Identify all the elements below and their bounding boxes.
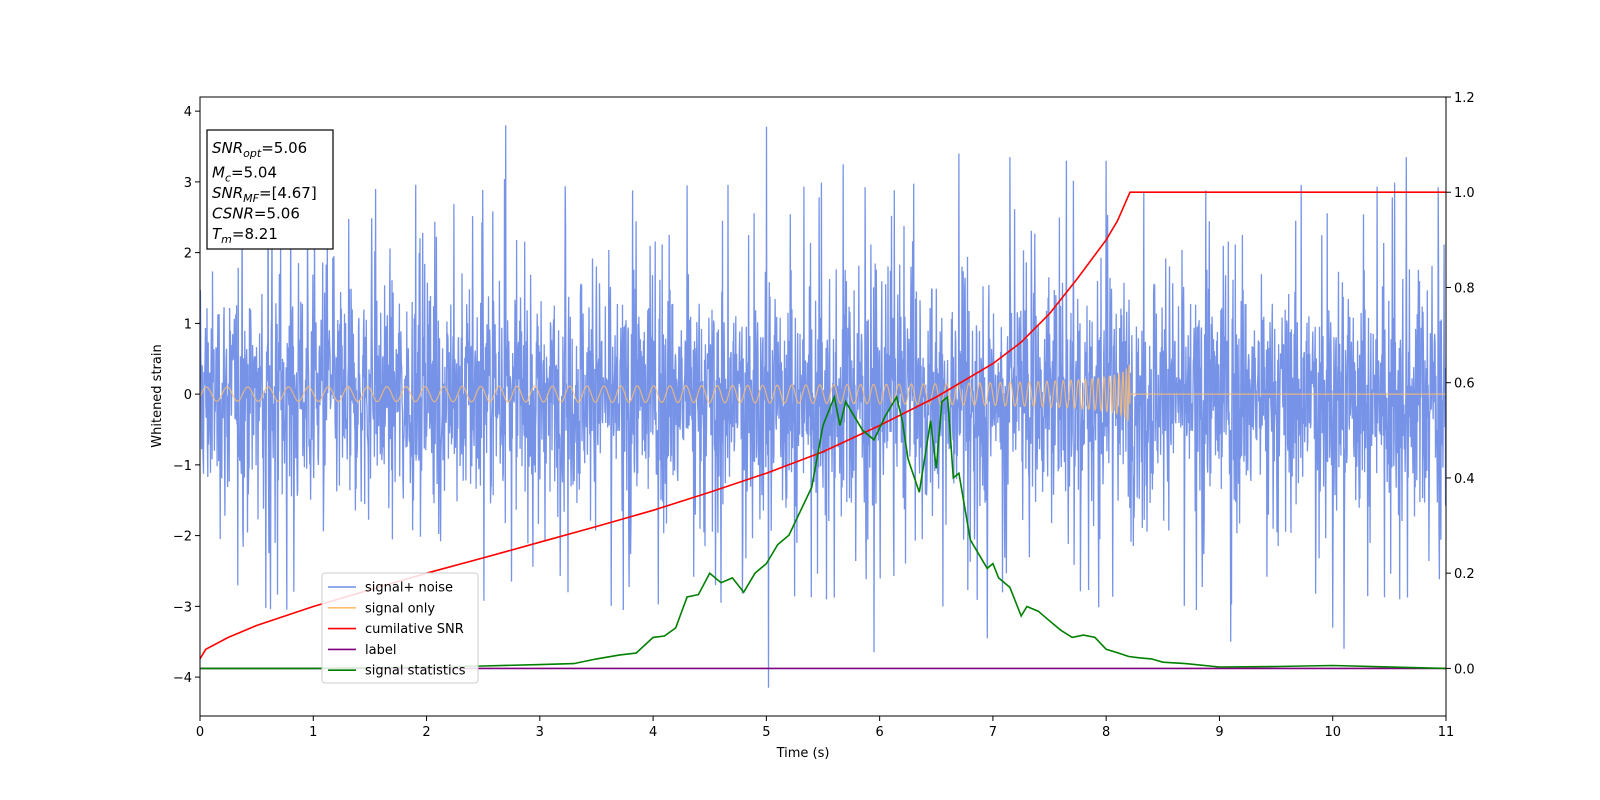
stats-box-line: Mc=5.04	[212, 164, 277, 185]
stats-box-line: Tm=8.21	[212, 225, 278, 246]
y2-tick-label: 0.8	[1454, 281, 1475, 296]
x-tick-label: 9	[1215, 725, 1223, 740]
axes: 0 1 2 3 4 5 6 7 8 9 10 11 −4 −3 −2 −1 0 1 2 3 4 0.0 0.2 0.4 0.6 0…	[173, 91, 1475, 740]
legend-label: label	[365, 643, 396, 658]
y2-tick-label: 0.0	[1454, 662, 1475, 677]
x-tick-label: 8	[1102, 725, 1110, 740]
y-tick-label: −3	[173, 600, 192, 615]
legend-label: cumilative SNR	[365, 622, 464, 637]
x-axis-title: Time (s)	[776, 746, 830, 761]
y-tick-label: 3	[184, 176, 192, 191]
y-tick-label: 1	[184, 317, 192, 332]
x-tick-label: 10	[1324, 725, 1341, 740]
y-tick-label: 4	[184, 105, 192, 120]
y2-tick-label: 1.0	[1454, 186, 1475, 201]
y-tick-label: 0	[184, 388, 192, 403]
legend: signal+ noise signal only cumilative SNR la…	[321, 572, 479, 684]
stats-box-line: CSNR=5.06	[212, 205, 300, 223]
y-tick-label: −1	[173, 459, 192, 474]
x-tick-label: 0	[196, 725, 204, 740]
x-tick-label: 2	[422, 725, 430, 740]
y2-tick-label: 0.2	[1454, 567, 1475, 582]
y-axis-title: Whitened strain	[150, 344, 165, 447]
legend-label: signal only	[365, 601, 435, 616]
legend-frame	[321, 572, 479, 684]
legend-label: signal+ noise	[365, 581, 453, 596]
x-tick-label: 4	[649, 725, 657, 740]
series-signal-statistics	[200, 394, 1446, 670]
y-tick-label: −4	[173, 671, 192, 686]
series-signal-only	[200, 364, 1446, 422]
y-tick-label: 2	[184, 247, 192, 262]
plot-frame	[199, 96, 1447, 717]
x-tick-label: 6	[875, 725, 883, 740]
y2-tick-label: 0.6	[1454, 377, 1475, 392]
y2-tick-label: 0.4	[1454, 472, 1475, 487]
legend-label: signal statistics	[365, 664, 466, 679]
x-tick-label: 1	[309, 725, 317, 740]
y2-tick-label: 1.2	[1454, 91, 1475, 106]
x-tick-label: 5	[762, 725, 770, 740]
stats-box-line: SNRopt=5.06	[212, 139, 307, 160]
stats-box-frame	[206, 129, 334, 250]
stats-box-line: SNRMF=[4.67]	[212, 184, 317, 205]
x-tick-label: 7	[989, 725, 997, 740]
x-tick-label: 3	[536, 725, 544, 740]
y-tick-label: −2	[173, 530, 192, 545]
x-tick-label: 11	[1438, 725, 1455, 740]
series-signal-noise	[200, 125, 1446, 688]
